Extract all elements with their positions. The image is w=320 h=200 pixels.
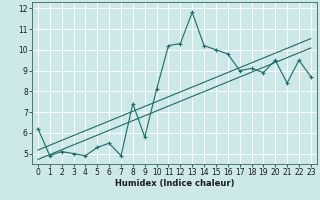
X-axis label: Humidex (Indice chaleur): Humidex (Indice chaleur) (115, 179, 234, 188)
